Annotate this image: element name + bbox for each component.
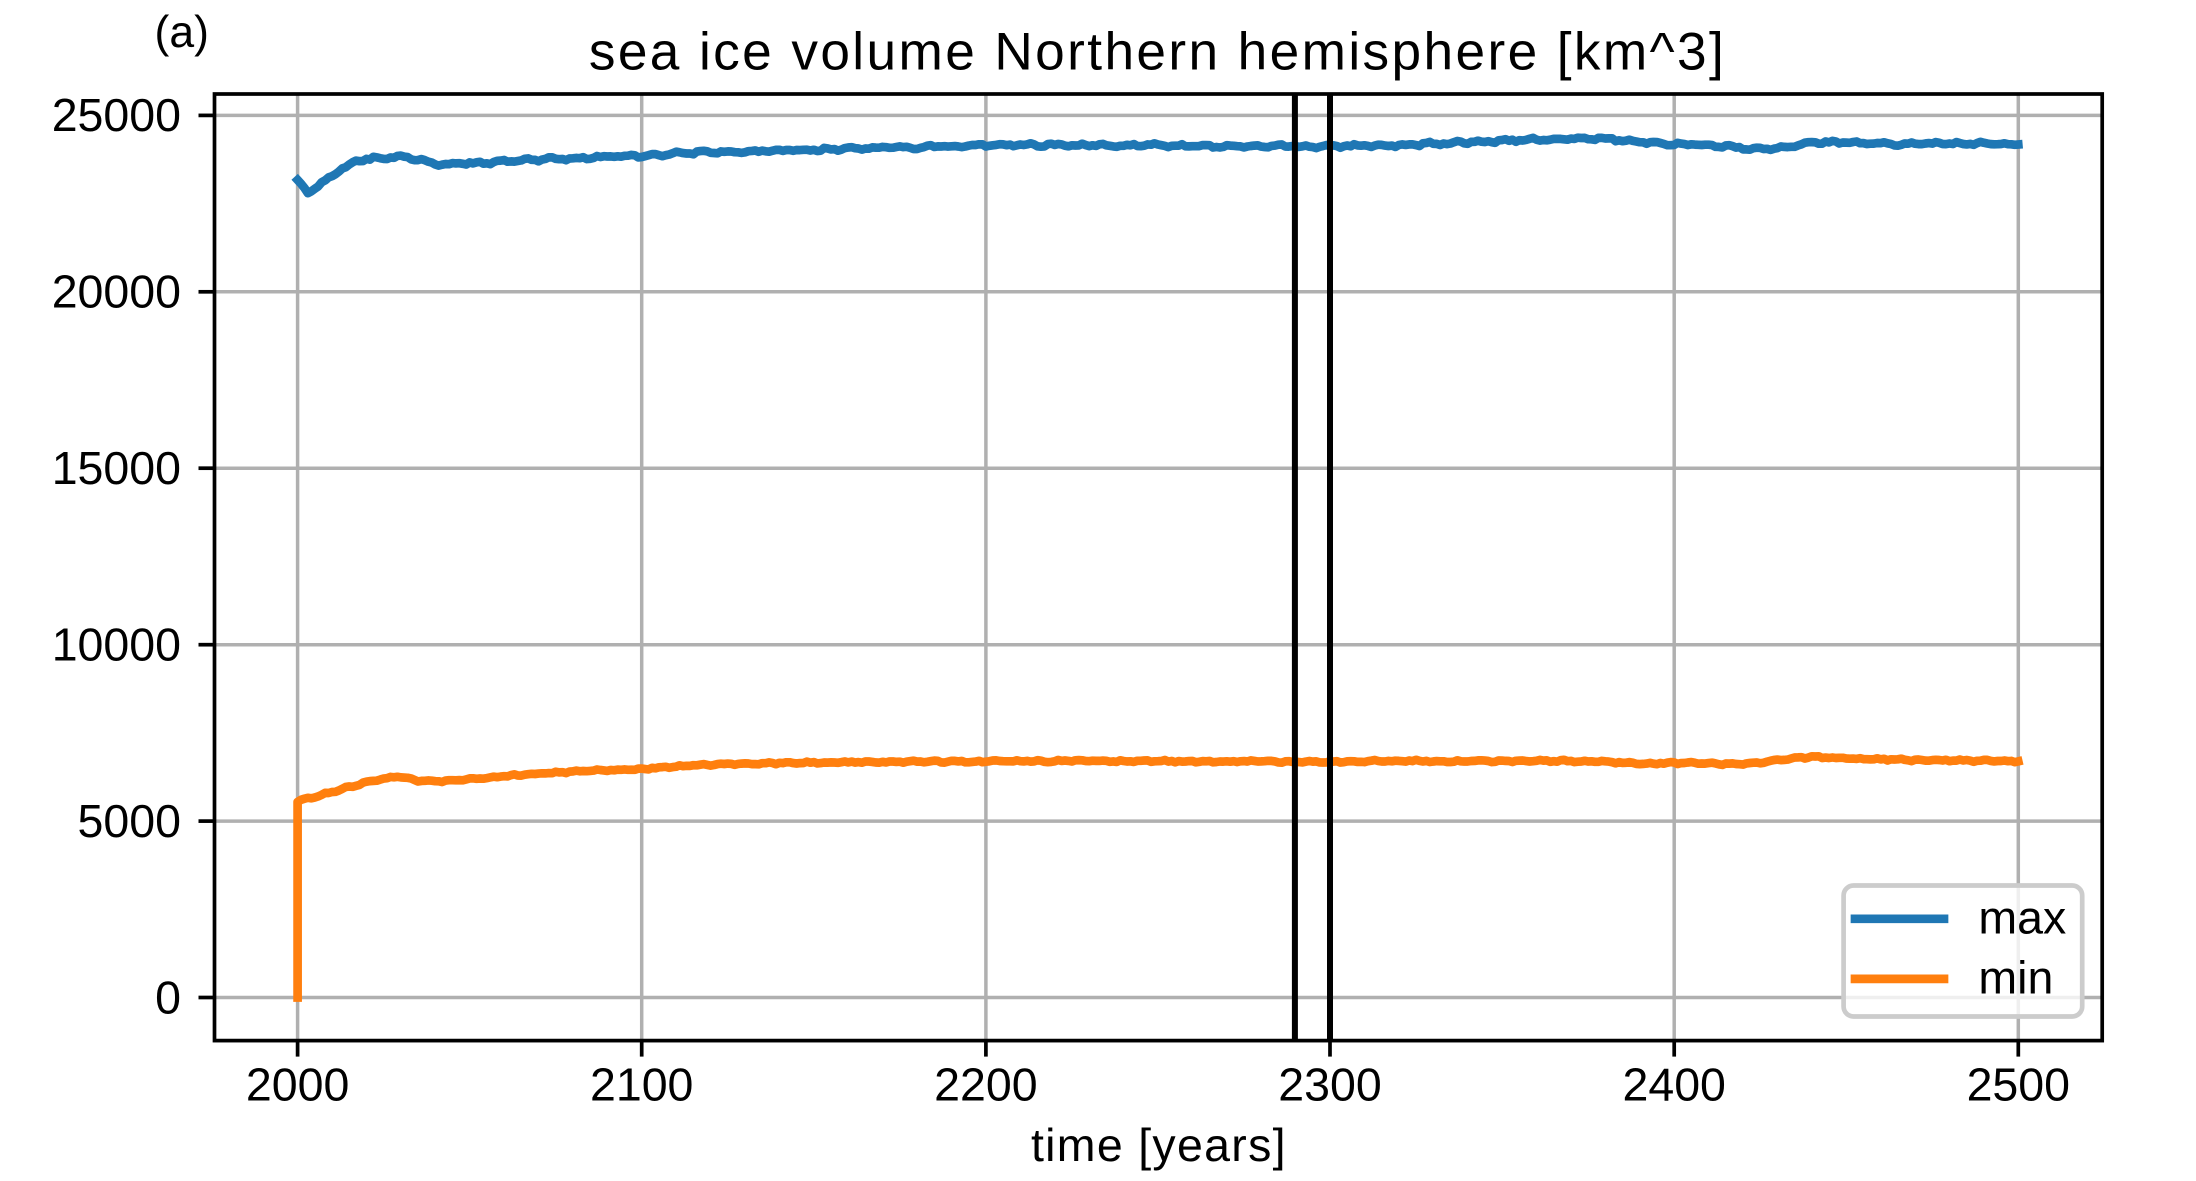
svg-text:2000: 2000 <box>246 1059 349 1111</box>
svg-text:20000: 20000 <box>52 266 181 318</box>
svg-text:time [years]: time [years] <box>1031 1119 1287 1171</box>
svg-text:15000: 15000 <box>52 442 181 494</box>
svg-text:(a): (a) <box>155 8 209 57</box>
svg-text:5000: 5000 <box>78 795 181 847</box>
svg-text:max: max <box>1978 892 2066 944</box>
svg-text:2100: 2100 <box>590 1059 693 1111</box>
svg-text:10000: 10000 <box>52 619 181 671</box>
svg-text:0: 0 <box>155 971 181 1023</box>
svg-text:2400: 2400 <box>1622 1059 1725 1111</box>
svg-text:2200: 2200 <box>934 1059 1037 1111</box>
svg-text:25000: 25000 <box>52 89 181 141</box>
svg-text:2300: 2300 <box>1278 1059 1381 1111</box>
svg-text:min: min <box>1978 952 2053 1004</box>
svg-text:sea ice volume Northern hemisp: sea ice volume Northern hemisphere [km^3… <box>589 23 1726 82</box>
svg-text:2500: 2500 <box>1967 1059 2070 1111</box>
